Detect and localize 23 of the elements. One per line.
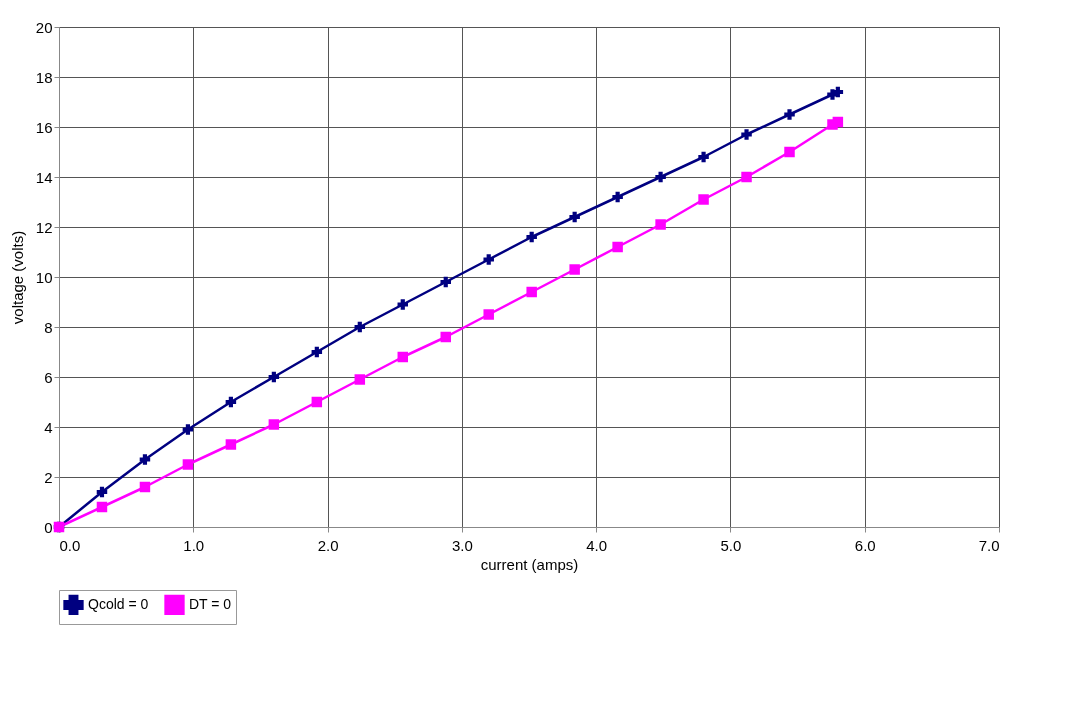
x-tick-label: 0.0 <box>59 536 81 554</box>
y-tick-label: 2 <box>44 468 53 486</box>
y-tick-label: 18 <box>35 68 53 86</box>
x-tick-label: 2.0 <box>317 536 339 554</box>
y-tick-label: 8 <box>44 318 53 336</box>
y-tick-label: 10 <box>35 268 53 286</box>
y-tick-label: 16 <box>35 118 53 136</box>
y-tick-label: 0 <box>44 518 53 536</box>
y-tick-label: 4 <box>44 418 53 436</box>
x-tick-label: 6.0 <box>854 536 876 554</box>
legend-label: Qcold = 0 <box>88 595 149 612</box>
x-axis-title: current (amps) <box>480 555 579 573</box>
y-tick-label: 12 <box>35 218 53 236</box>
x-tick-label: 4.0 <box>586 536 608 554</box>
x-tick-label: 5.0 <box>720 536 742 554</box>
y-axis-title: voltage (volts) <box>8 230 26 325</box>
y-tick-label: 14 <box>35 168 53 186</box>
y-tick-label: 20 <box>35 18 53 36</box>
x-tick-label: 7.0 <box>978 536 1000 554</box>
y-tick-label: 6 <box>44 368 53 386</box>
x-tick-label: 1.0 <box>183 536 205 554</box>
x-tick-label: 3.0 <box>451 536 473 554</box>
legend-label: DT = 0 <box>189 595 232 612</box>
